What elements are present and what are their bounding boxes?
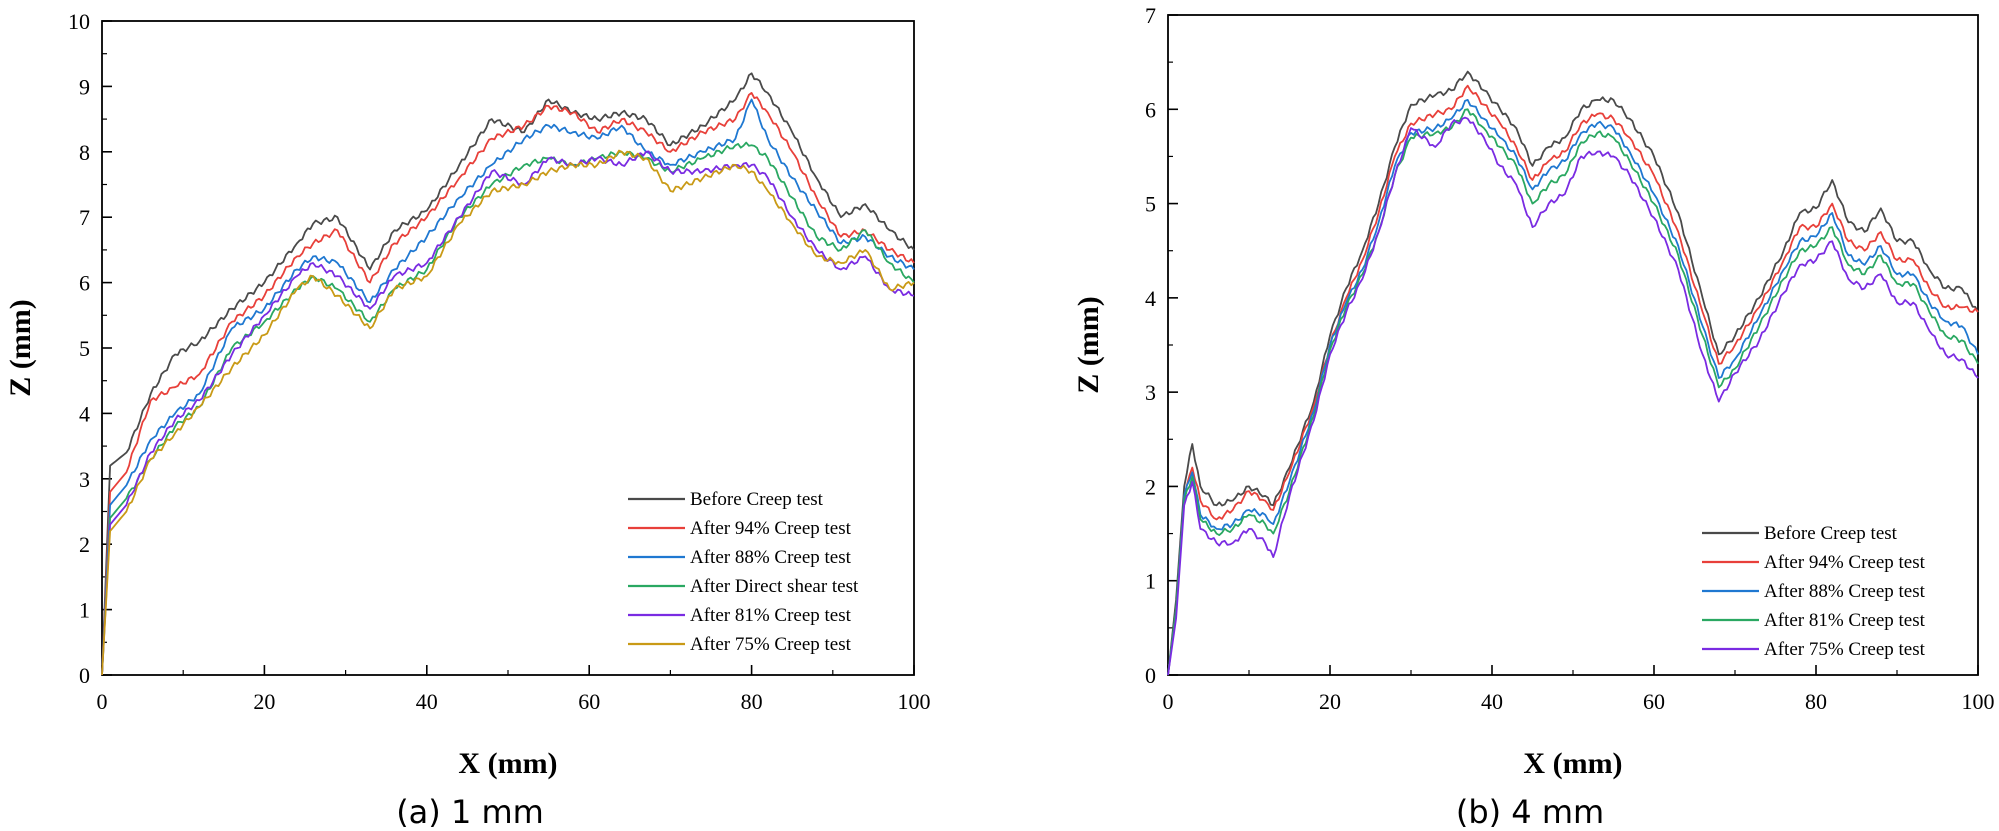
series-line-a-1	[101, 92, 915, 676]
y-tick-label-a-7: 7	[79, 205, 90, 230]
caption-a: (a) 1 mm	[396, 793, 544, 831]
series-line-b-3	[1167, 108, 1979, 676]
series-line-b-0	[1167, 70, 1979, 676]
legend-a: Before Creep test After 94% Creep test Aft…	[628, 489, 859, 655]
panel-b: 0 20 40 60 80 100 0 1 2 3 4 5 6 7 X (mm) Z (mm) Befor…	[1072, 3, 1995, 831]
axes-b: 0 20 40 60 80 100 0 1 2 3 4 5 6 7	[1145, 3, 1995, 714]
x-tick-label-a-3: 60	[578, 689, 600, 714]
lines-b	[1167, 70, 1979, 676]
x-tick-label-b-3: 60	[1643, 689, 1665, 714]
x-tick-label-a-2: 40	[416, 689, 438, 714]
y-tick-label-a-10: 10	[68, 9, 90, 34]
legend-label-a-5: After 75% Creep test	[690, 634, 852, 655]
series-line-b-4	[1167, 116, 1979, 676]
y-tick-label-a-1: 1	[79, 598, 90, 623]
y-axis-title-b: Z (mm)	[1072, 296, 1105, 393]
legend-label-b-4: After 75% Creep test	[1764, 639, 1926, 660]
x-tick-label-a-0: 0	[97, 689, 108, 714]
caption-b: (b) 4 mm	[1456, 793, 1604, 831]
axes-a: 0 20 40 60 80 100 0 1 2 3 4 5 6 7 8 9 10	[68, 9, 931, 714]
legend-label-b-2: After 88% Creep test	[1764, 581, 1926, 602]
x-axis-title-a: X (mm)	[458, 747, 557, 780]
legend-label-b-3: After 81% Creep test	[1764, 610, 1926, 631]
x-tick-label-b-4: 80	[1805, 689, 1827, 714]
series-line-a-0	[101, 72, 915, 676]
series-line-b-2	[1167, 99, 1979, 676]
y-tick-label-a-5: 5	[79, 336, 90, 361]
y-tick-label-b-4: 4	[1145, 286, 1156, 311]
y-tick-label-a-4: 4	[79, 401, 90, 426]
x-tick-label-b-0: 0	[1163, 689, 1174, 714]
x-tick-label-a-5: 100	[898, 689, 931, 714]
x-tick-label-a-1: 20	[253, 689, 275, 714]
x-tick-label-a-4: 80	[741, 689, 763, 714]
x-axis-title-b: X (mm)	[1523, 747, 1622, 780]
series-line-a-5	[101, 149, 915, 676]
y-tick-label-a-3: 3	[79, 467, 90, 492]
legend-label-a-4: After 81% Creep test	[690, 605, 852, 626]
series-line-b-1	[1167, 84, 1979, 676]
panel-a: 0 20 40 60 80 100 0 1 2 3 4 5 6 7 8 9 10 X (mm) Z (mm) B…	[4, 9, 931, 831]
y-tick-label-b-7: 7	[1145, 3, 1156, 28]
y-tick-label-a-0: 0	[79, 663, 90, 688]
y-tick-label-b-0: 0	[1145, 663, 1156, 688]
y-tick-label-b-6: 6	[1145, 97, 1156, 122]
y-axis-title-a: Z (mm)	[4, 299, 37, 396]
series-line-a-2	[101, 98, 915, 676]
legend-label-a-0: Before Creep test	[690, 489, 824, 510]
lines-a	[101, 72, 915, 676]
y-tick-label-b-5: 5	[1145, 192, 1156, 217]
series-line-a-3	[101, 141, 915, 676]
y-tick-label-b-3: 3	[1145, 380, 1156, 405]
y-tick-label-b-1: 1	[1145, 569, 1156, 594]
x-tick-label-b-5: 100	[1962, 689, 1995, 714]
plot-frame-b	[1167, 14, 1979, 676]
legend-label-a-2: After 88% Creep test	[690, 547, 852, 568]
legend-label-b-1: After 94% Creep test	[1764, 552, 1926, 573]
y-tick-label-a-8: 8	[79, 140, 90, 165]
y-tick-label-a-6: 6	[79, 271, 90, 296]
legend-label-a-1: After 94% Creep test	[690, 518, 852, 539]
legend-b: Before Creep test After 94% Creep test Aft…	[1702, 523, 1926, 660]
y-tick-label-b-2: 2	[1145, 474, 1156, 499]
y-tick-label-a-2: 2	[79, 532, 90, 557]
series-line-a-4	[101, 150, 915, 676]
y-tick-label-a-9: 9	[79, 74, 90, 99]
legend-label-b-0: Before Creep test	[1764, 523, 1898, 544]
x-tick-label-b-1: 20	[1319, 689, 1341, 714]
x-tick-label-b-2: 40	[1481, 689, 1503, 714]
legend-label-a-3: After Direct shear test	[690, 576, 859, 597]
